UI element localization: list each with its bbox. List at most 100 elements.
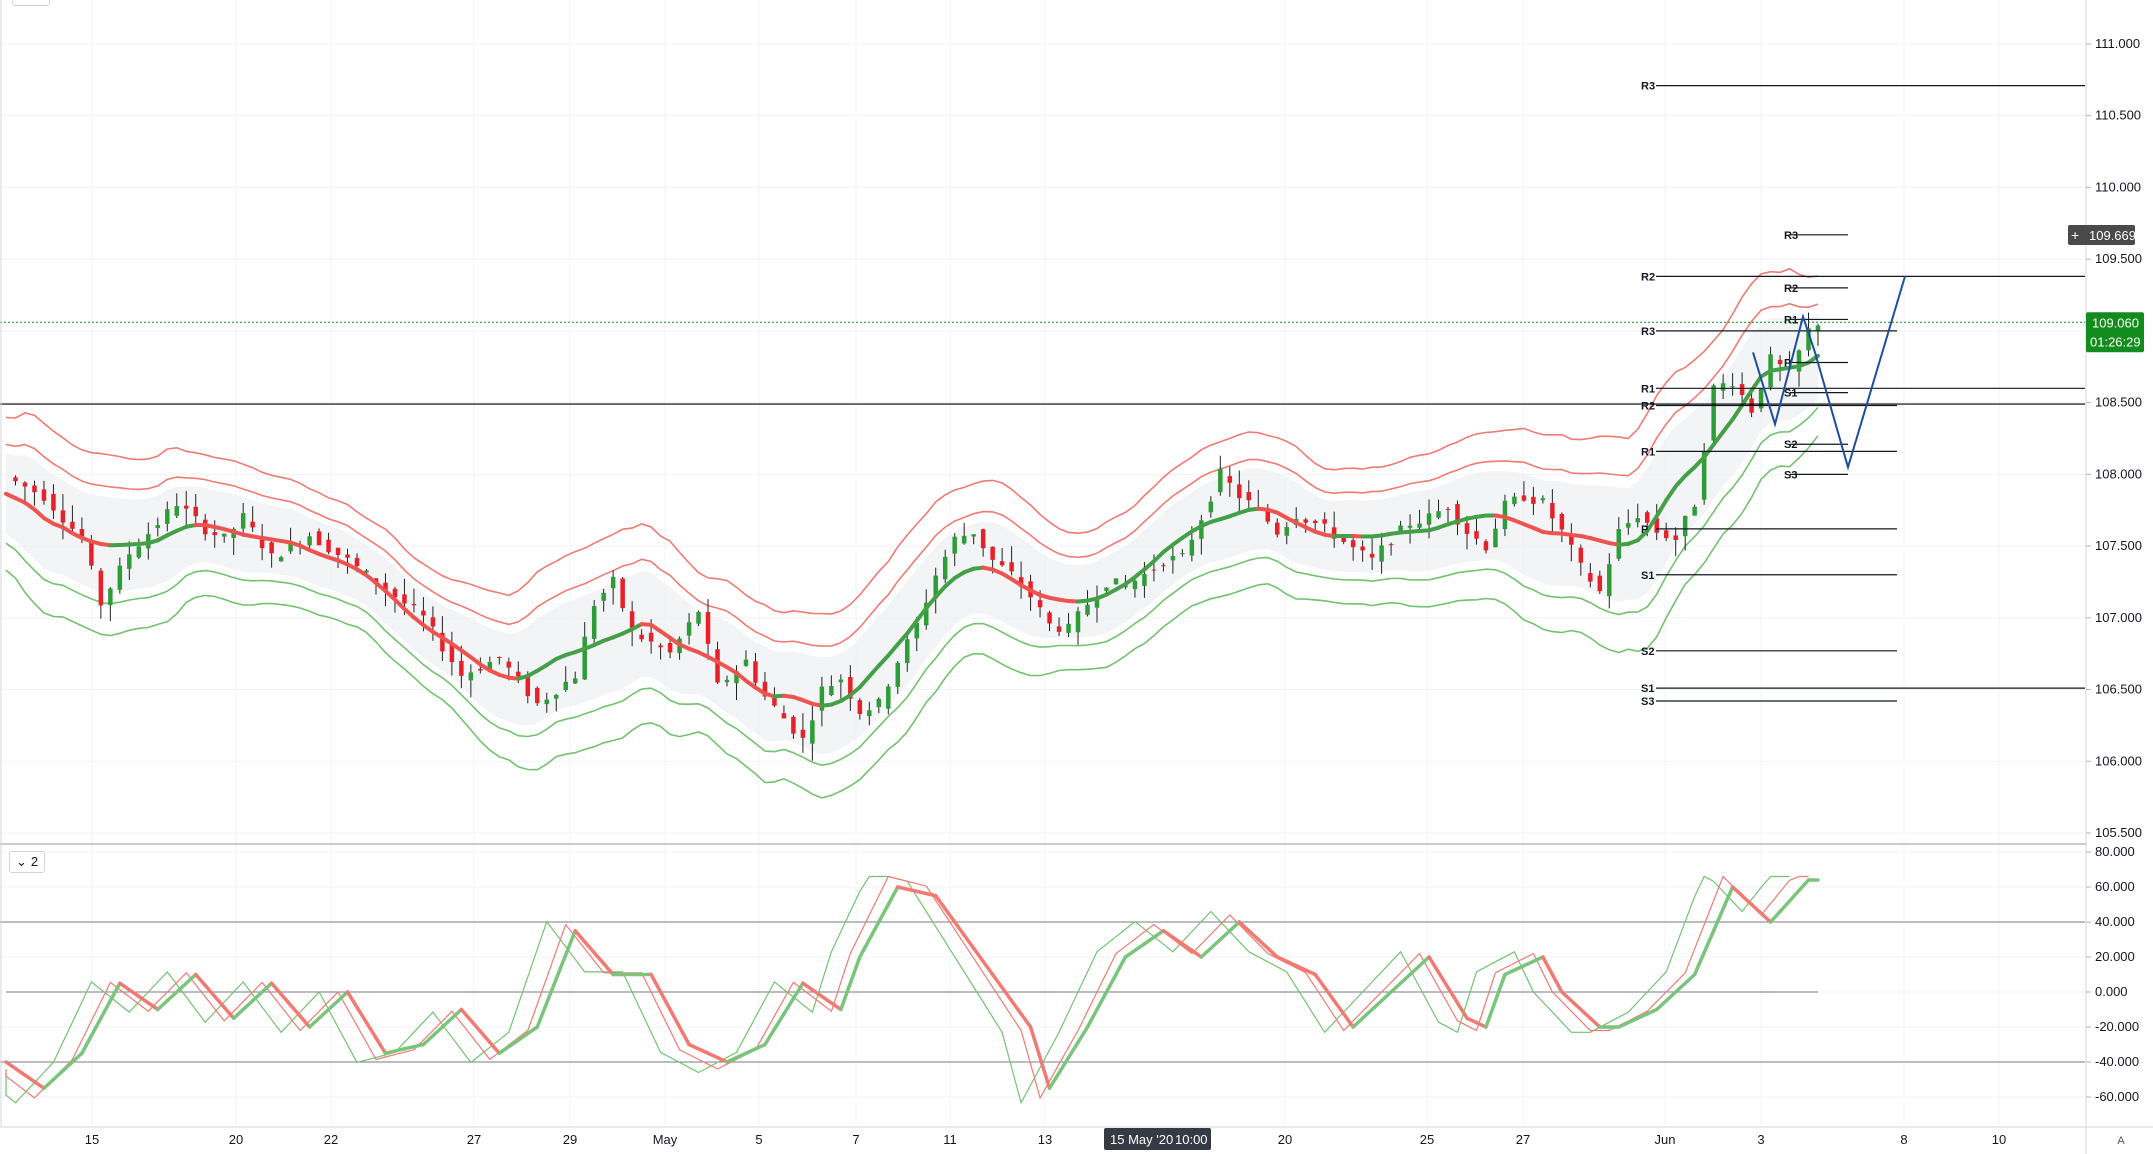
candle-body bbox=[1161, 565, 1166, 567]
candle-body bbox=[591, 606, 597, 639]
osc-main-segment bbox=[563, 929, 577, 957]
candle-body bbox=[1815, 325, 1821, 331]
osc-main-segment bbox=[1341, 1012, 1355, 1029]
candle-body bbox=[1445, 508, 1451, 510]
candle-body bbox=[1607, 564, 1612, 597]
candle-body bbox=[430, 617, 436, 627]
crosshair-icon: + bbox=[2071, 227, 2079, 243]
candle-body bbox=[1682, 516, 1688, 537]
osc-main-segment bbox=[421, 1034, 435, 1047]
osc-main-segment bbox=[89, 1016, 103, 1038]
osc-main-segment bbox=[1493, 972, 1507, 1003]
price-tick-label: 110.500 bbox=[2095, 108, 2141, 123]
pane-label-text: 2 bbox=[30, 854, 39, 869]
osc-main-segment bbox=[345, 990, 359, 1010]
ma-segment bbox=[1635, 528, 1650, 543]
pivot-label: S2 bbox=[1784, 439, 1797, 451]
ma-segment bbox=[1711, 429, 1726, 447]
candle-body bbox=[1730, 386, 1735, 388]
candle-body bbox=[1796, 350, 1802, 372]
price-tick-label: 111.000 bbox=[2095, 36, 2140, 51]
osc-main-segment bbox=[1180, 942, 1194, 953]
candle-body bbox=[174, 506, 180, 516]
candle-body bbox=[269, 542, 274, 554]
candle-body bbox=[1132, 580, 1138, 590]
osc-main-segment bbox=[326, 999, 340, 1012]
pivot-label: R3 bbox=[1784, 230, 1798, 242]
osc-main-segment bbox=[336, 990, 350, 1003]
oscillator-pane-label[interactable]: ⌄ 2 bbox=[9, 851, 46, 873]
crosshair-price-tag bbox=[2068, 224, 2135, 245]
candle-body bbox=[487, 661, 493, 671]
osc-main-segment bbox=[877, 902, 891, 924]
candle-body bbox=[1654, 518, 1659, 533]
candle-body bbox=[117, 565, 123, 590]
time-tick-label: 15 bbox=[85, 1132, 99, 1147]
time-tick-label: 7 bbox=[852, 1132, 859, 1147]
osc-main-segment bbox=[156, 999, 170, 1012]
candle-body bbox=[22, 482, 28, 487]
osc-main-segment bbox=[1778, 899, 1792, 914]
candle-body bbox=[1180, 553, 1185, 555]
osc-main-segment bbox=[13, 1066, 27, 1077]
candle-body bbox=[193, 506, 198, 517]
osc-tick-label: -60.000 bbox=[2095, 1089, 2139, 1104]
candle-body bbox=[1626, 523, 1631, 528]
candle-body bbox=[459, 660, 464, 676]
osc-main-segment bbox=[1085, 1007, 1099, 1029]
candle-body bbox=[544, 699, 550, 705]
candle-body bbox=[1426, 513, 1432, 525]
candle-body bbox=[79, 529, 85, 539]
osc-main-segment bbox=[791, 981, 805, 1001]
osc-main-segment bbox=[175, 981, 189, 994]
candle-body bbox=[639, 634, 644, 640]
osc-main-segment bbox=[829, 1001, 843, 1012]
projection-zigzag bbox=[1752, 276, 1906, 471]
osc-main-segment bbox=[1721, 885, 1735, 911]
osc-main-segment bbox=[601, 961, 615, 977]
osc-main-segment bbox=[1123, 948, 1137, 959]
osc-main-segment bbox=[260, 981, 274, 994]
osc-tick-label: 40.000 bbox=[2095, 914, 2135, 929]
osc-main-segment bbox=[146, 1001, 160, 1012]
osc-main-segment bbox=[1740, 894, 1754, 907]
candle-body bbox=[440, 632, 445, 652]
countdown-label: 01:26:29 bbox=[2090, 334, 2141, 349]
candle-body bbox=[411, 603, 417, 606]
osc-main-segment bbox=[1066, 1040, 1080, 1060]
osc-main-segment bbox=[118, 981, 132, 992]
osc-main-segment bbox=[478, 1029, 492, 1045]
ma-segment bbox=[895, 631, 910, 647]
osc-main-segment bbox=[279, 992, 293, 1007]
osc-main-segment bbox=[51, 1069, 65, 1082]
osc-main-segment bbox=[1313, 972, 1327, 990]
candle-body bbox=[1588, 573, 1593, 582]
candle-body bbox=[240, 513, 246, 529]
toolbar-stub[interactable] bbox=[12, 0, 50, 6]
candle-body bbox=[51, 493, 56, 511]
osc-main-segment bbox=[1076, 1025, 1090, 1045]
candle-body bbox=[1758, 388, 1764, 409]
ma-segment bbox=[1730, 403, 1745, 422]
osc-main-segment bbox=[952, 920, 966, 937]
osc-main-segment bbox=[990, 972, 1004, 990]
auto-scale-button[interactable]: A bbox=[2117, 1135, 2125, 1147]
candle-body bbox=[553, 694, 559, 699]
osc-main-segment bbox=[1408, 964, 1422, 977]
osc-main-segment bbox=[962, 933, 976, 950]
candle-body bbox=[1189, 539, 1195, 556]
time-tick-label: Jun bbox=[1655, 1132, 1676, 1147]
candle-body bbox=[70, 521, 75, 529]
osc-main-segment bbox=[459, 1007, 473, 1023]
osc-main-segment bbox=[70, 1051, 84, 1064]
candle-body bbox=[1692, 506, 1697, 516]
candle-body bbox=[942, 556, 948, 580]
candle-body bbox=[1094, 598, 1100, 608]
candle-body bbox=[1483, 541, 1489, 551]
last-price-label: 109.060 bbox=[2092, 315, 2139, 330]
candle-body bbox=[364, 570, 369, 573]
candle-body bbox=[108, 588, 113, 606]
osc-main-segment bbox=[42, 1077, 56, 1090]
candle-body bbox=[383, 582, 388, 591]
